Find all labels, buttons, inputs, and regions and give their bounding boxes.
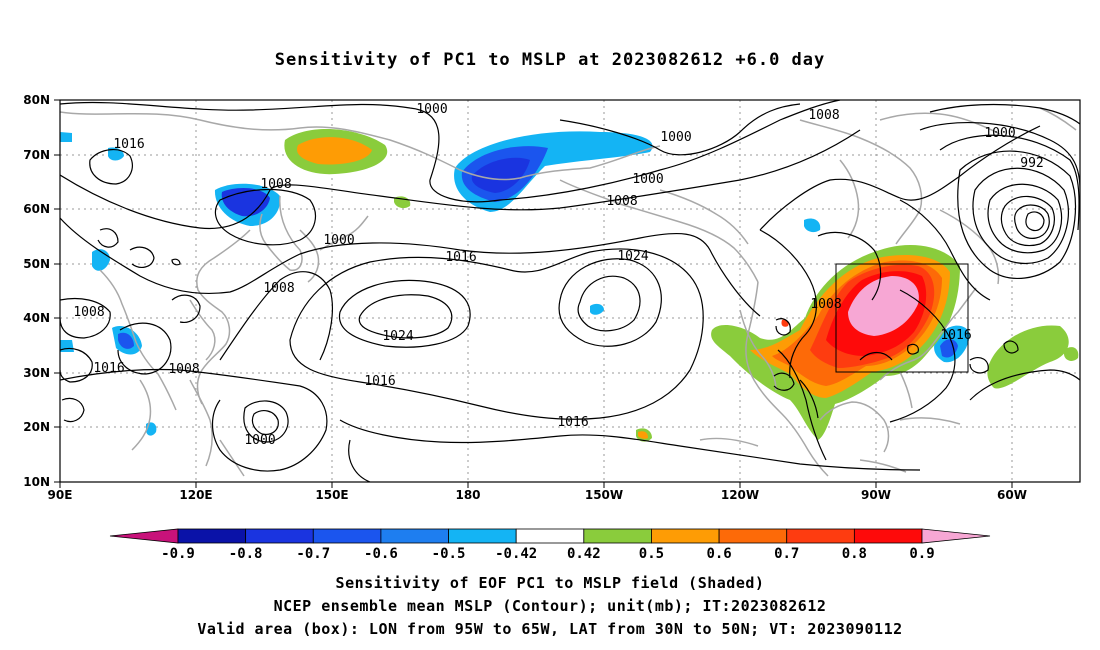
colorbar-label: 0.7 [774,546,799,562]
colorbar-label: -0.9 [161,546,195,562]
contour-label: 1024 [617,249,648,264]
colorbar-label: -0.6 [364,546,398,562]
colorbar-label: 0.8 [842,546,867,562]
caption-shading: Sensitivity of EOF PC1 to MSLP field (Sh… [335,574,765,592]
contour-label: 1000 [416,102,447,117]
contour-label: 1008 [808,108,839,123]
lon-label: 180 [455,488,480,502]
colorbar-bins [177,528,923,544]
caption-valid-area: Valid area (box): LON from 95W to 65W, L… [197,620,903,638]
map-title: Sensitivity of PC1 to MSLP at 2023082612… [274,50,826,70]
contour-label: 1008 [73,305,104,320]
contour-labels: 1000 1016 1008 1000 1000 1008 1000 992 1… [73,102,1043,448]
colorbar-labels: -0.9 -0.8 -0.7 -0.6 -0.5 -0.42 0.42 0.5 0.6 0.7 0.… [161,546,935,562]
colorbar-label: 0.6 [706,546,731,562]
lat-label: 50N [23,257,50,271]
contour-label: 1000 [660,130,691,145]
colorbar-bin [245,528,314,544]
contour-label: 1000 [244,433,275,448]
colorbar-bin [177,528,247,544]
colorbar-label: -0.42 [495,546,537,562]
colorbar-label: 0.5 [639,546,664,562]
colorbar-bin [786,528,855,544]
colorbar: -0.9 -0.8 -0.7 -0.6 -0.5 -0.42 0.42 0.5 0.6 0.7 0.… [109,528,991,562]
colorbar-bin [853,528,923,544]
lat-label: 20N [23,420,50,434]
contour-label: 1008 [606,194,637,209]
contour-label: 1000 [323,233,354,248]
contour-label: 1016 [93,361,124,376]
latitude-labels: 80N 70N 60N 50N 40N 30N 20N 10N [23,93,50,489]
contour-label: 1008 [263,281,294,296]
lat-label: 70N [23,148,50,162]
colorbar-bin [380,528,449,544]
valid-area-box [835,263,969,373]
contour-label: 992 [1020,156,1043,171]
mslp-contours [60,100,1080,482]
colorbar-label: 0.42 [567,546,601,562]
lon-label: 90W [861,488,891,502]
contour-label: 1008 [260,177,291,192]
colorbar-bin [651,528,720,544]
lat-label: 10N [23,475,50,489]
colorbar-label: -0.7 [296,546,330,562]
plot-border [59,99,1081,483]
colorbar-bin [515,528,585,544]
colorbar-bin [448,528,517,544]
colorbar-low-arrow [109,528,179,544]
lon-label: 120E [179,488,212,502]
lat-label: 60N [23,202,50,216]
tick-marks [54,99,1013,488]
lat-label: 30N [23,366,50,380]
contour-label: 1016 [940,328,971,343]
contour-label: 1008 [810,297,841,312]
colorbar-high-arrow [921,528,991,544]
colorbar-bin [583,528,652,544]
lon-label: 150W [585,488,623,502]
contour-label: 1016 [557,415,588,430]
colorbar-label: 0.9 [909,546,934,562]
caption-contour: NCEP ensemble mean MSLP (Contour); unit(… [273,597,827,615]
colorbar-bin [718,528,788,544]
contour-label: 1008 [168,362,199,377]
coastlines [60,107,1077,477]
lon-label: 150E [315,488,348,502]
longitude-labels: 90E 120E 150E 180 150W 120W 90W 60W [48,488,1027,502]
lat-label: 40N [23,311,50,325]
contour-label: 1016 [364,374,395,389]
colorbar-label: -0.5 [432,546,466,562]
colorbar-label: -0.8 [229,546,263,562]
lat-label: 80N [23,93,50,107]
lon-label: 90E [48,488,73,502]
contour-label: 1016 [445,250,476,265]
contour-label: 1000 [984,126,1015,141]
colorbar-bin [312,528,382,544]
contour-label: 1024 [382,329,413,344]
lon-label: 120W [721,488,759,502]
lon-label: 60W [997,488,1027,502]
contour-label: 1016 [113,137,144,152]
contour-label: 1000 [632,172,663,187]
